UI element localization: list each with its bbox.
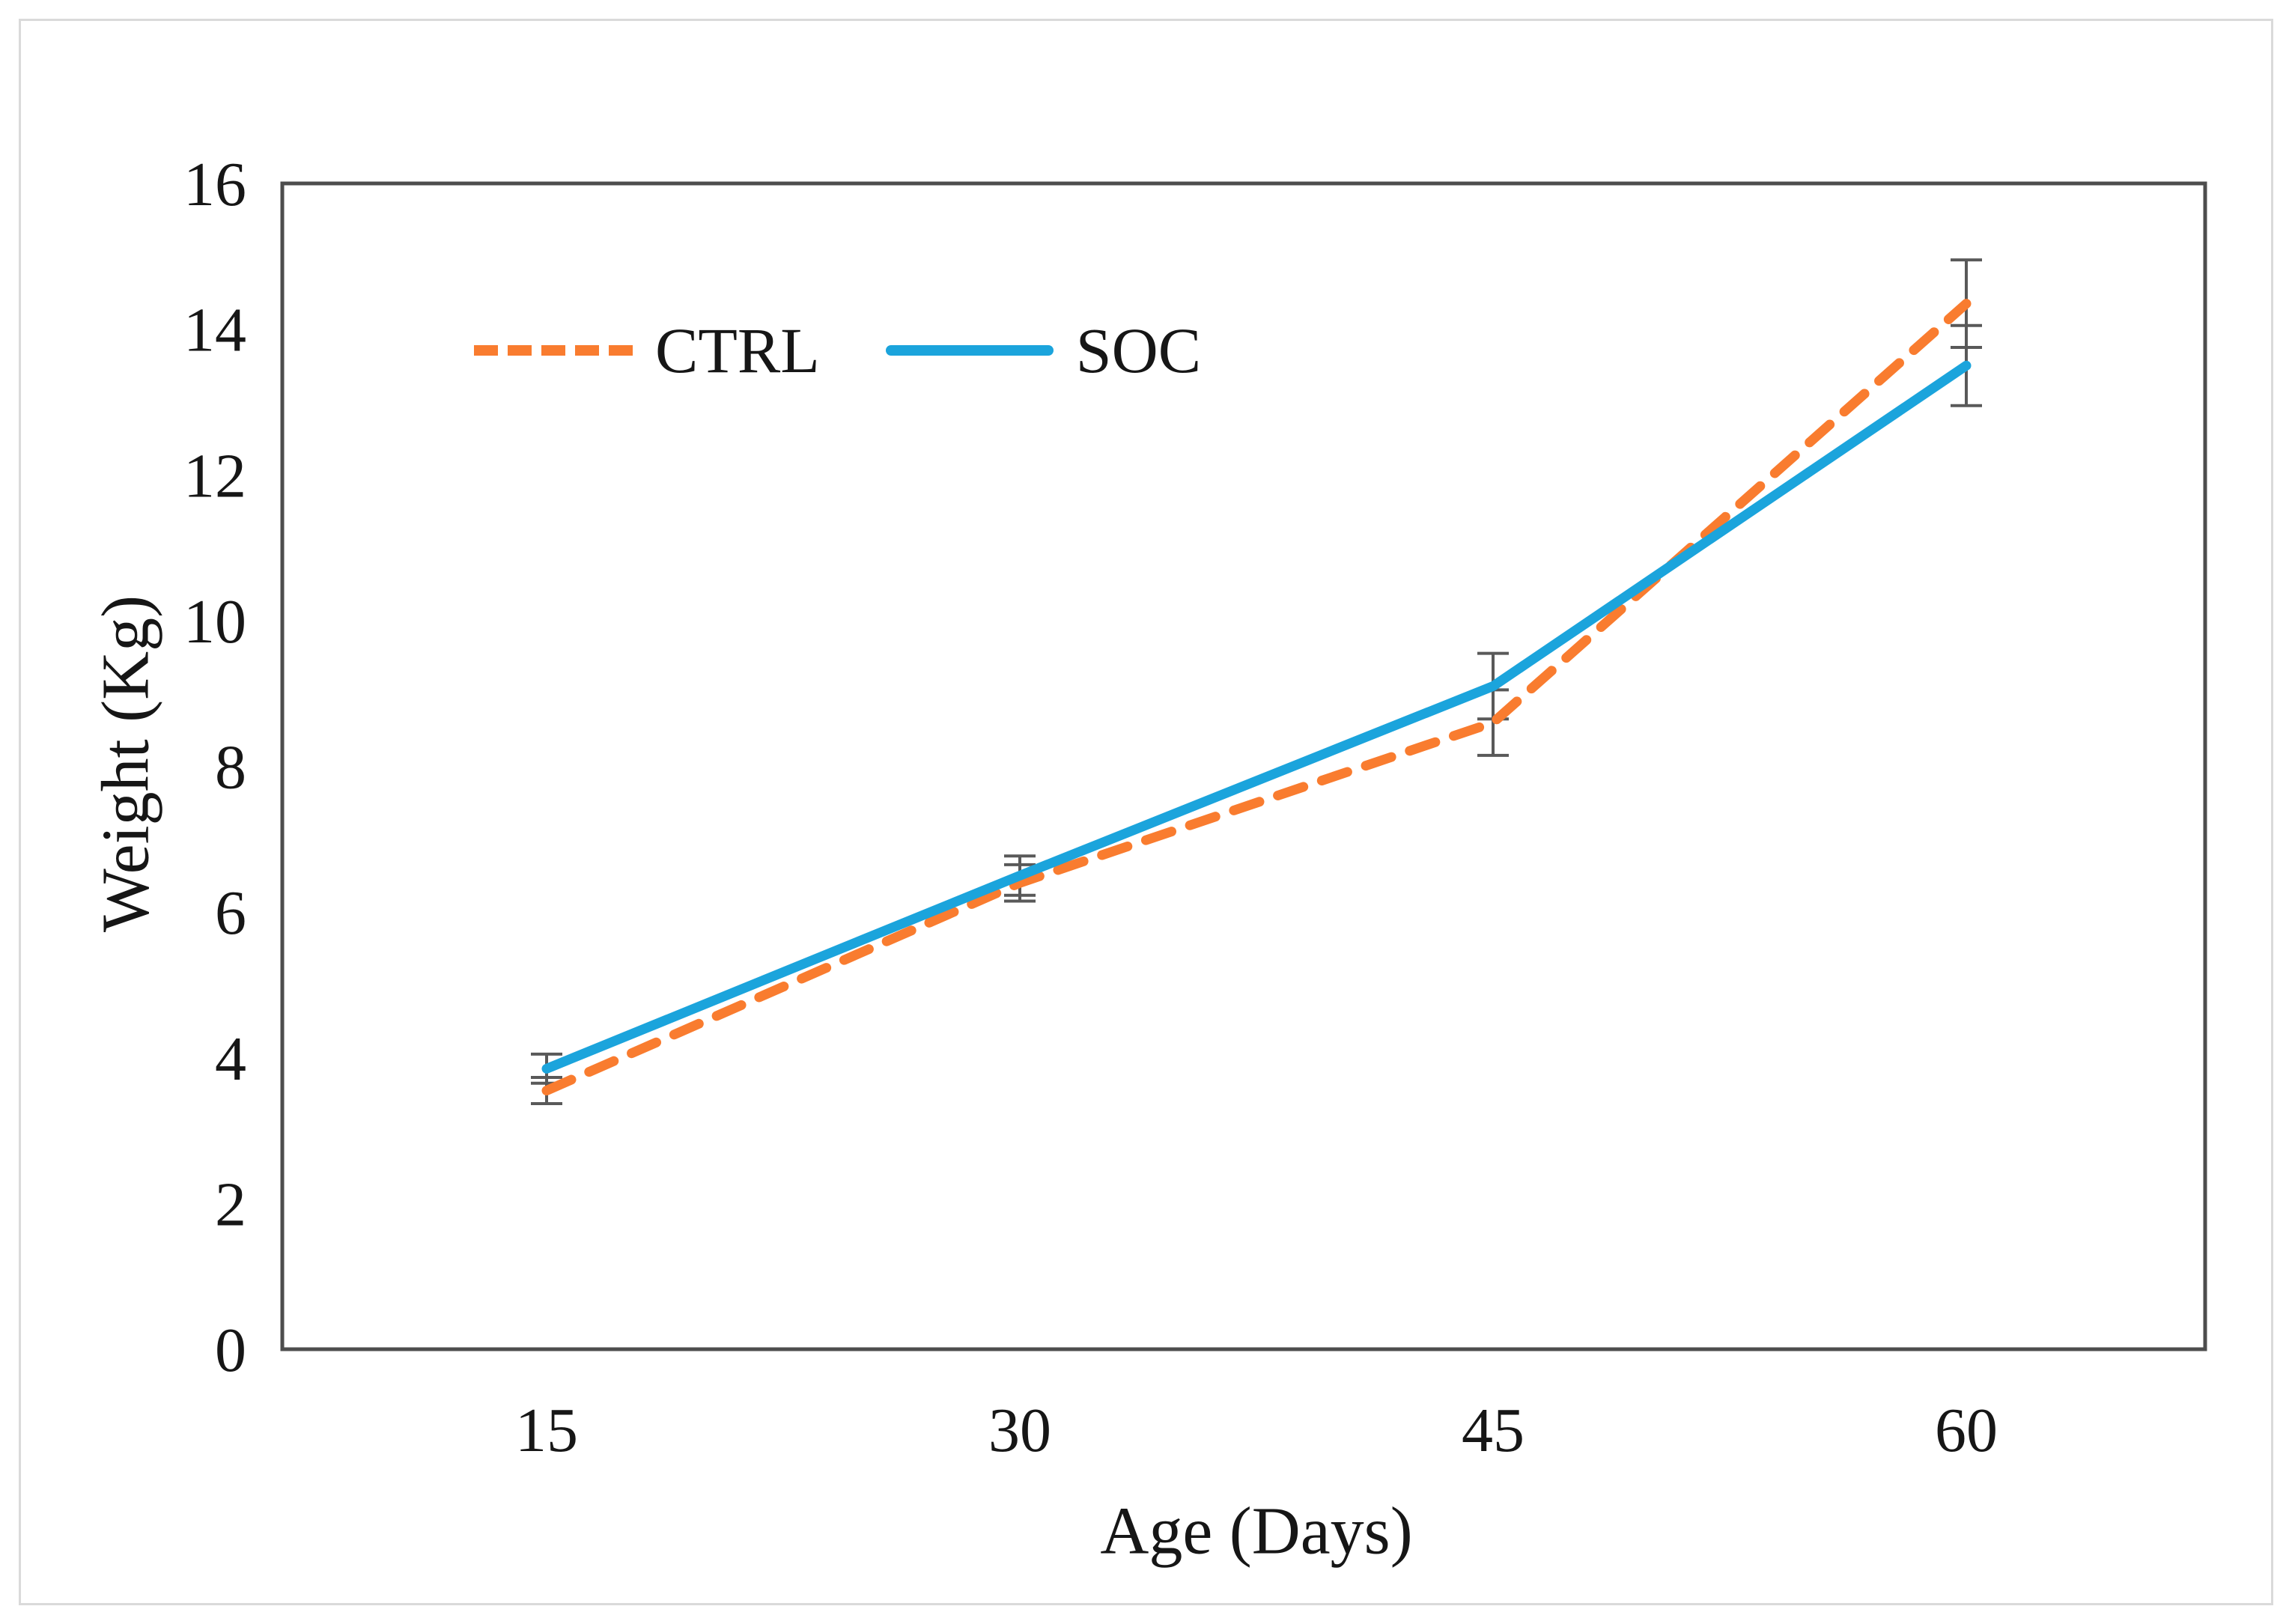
series-line-ctrl [541, 299, 1972, 1096]
x-tick-label: 60 [1935, 1396, 1998, 1465]
y-tick-label: 2 [215, 1170, 246, 1239]
soc-solid-line-swatch [885, 345, 1054, 356]
y-tick-label: 0 [215, 1316, 246, 1385]
legend-item-soc: SOC [885, 314, 1202, 386]
legend-label-soc: SOC [1075, 314, 1202, 386]
y-axis-title: Weight (Kg) [88, 594, 163, 933]
x-tick-label: 15 [515, 1396, 578, 1465]
x-tick-label: 30 [988, 1396, 1051, 1465]
legend: CTRL SOC [474, 305, 1201, 395]
legend-item-ctrl: CTRL [474, 318, 820, 383]
ctrl-dashed-line-swatch [474, 345, 633, 356]
y-tick-label: 8 [215, 733, 246, 803]
legend-label-ctrl: CTRL [655, 314, 820, 386]
y-tick-label: 10 [183, 587, 246, 657]
plot-border [280, 181, 2207, 1351]
y-tick-label: 16 [183, 150, 246, 219]
y-tick-label: 4 [215, 1024, 246, 1094]
y-tick-label: 6 [215, 878, 246, 948]
y-tick-label: 12 [183, 441, 246, 511]
y-tick-label: 14 [183, 296, 246, 365]
series-line-soc [541, 360, 1972, 1074]
x-axis-title: Age (Days) [1100, 1494, 1413, 1569]
x-tick-label: 45 [1462, 1396, 1525, 1465]
